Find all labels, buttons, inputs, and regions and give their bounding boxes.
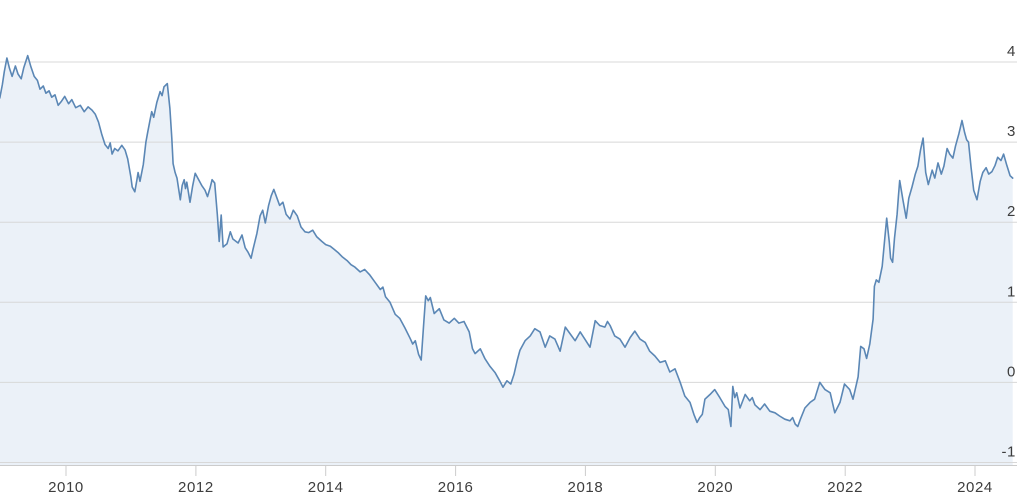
y-tick-label-0: 0 bbox=[1007, 363, 1016, 380]
x-tick-label-2022: 2022 bbox=[827, 479, 863, 496]
y-tick-label-2: 2 bbox=[1007, 203, 1016, 220]
y-tick-label--1: -1 bbox=[1001, 444, 1016, 461]
x-tick-label-2010: 2010 bbox=[48, 479, 84, 496]
x-tick-label-2018: 2018 bbox=[568, 479, 604, 496]
data-line bbox=[0, 54, 1014, 428]
y-tick-label-1: 1 bbox=[1007, 283, 1016, 300]
area-fill bbox=[0, 55, 1013, 465]
x-tick-label-2016: 2016 bbox=[438, 479, 474, 496]
x-tick-label-2014: 2014 bbox=[308, 479, 344, 496]
y-tick-label-3: 3 bbox=[1007, 123, 1016, 140]
y-tick-label-4: 4 bbox=[1007, 43, 1016, 60]
x-tick-label-2024: 2024 bbox=[957, 479, 993, 496]
x-tick-label-2020: 2020 bbox=[697, 479, 733, 496]
x-tick-label-2012: 2012 bbox=[178, 479, 214, 496]
